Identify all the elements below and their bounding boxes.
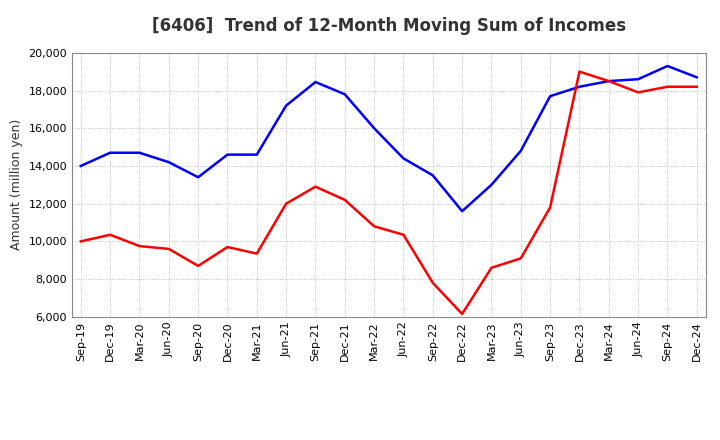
Ordinary Income <box>164 160 173 165</box>
Ordinary Income <box>370 125 379 131</box>
Net Income <box>341 197 349 202</box>
Net Income <box>516 256 525 261</box>
Ordinary Income <box>634 77 642 82</box>
Ordinary Income <box>487 182 496 187</box>
Net Income <box>546 205 554 210</box>
Ordinary Income <box>341 92 349 97</box>
Ordinary Income <box>253 152 261 157</box>
Ordinary Income <box>458 209 467 214</box>
Net Income <box>634 90 642 95</box>
Net Income <box>370 224 379 229</box>
Net Income <box>164 246 173 252</box>
Ordinary Income <box>194 175 202 180</box>
Net Income <box>194 263 202 268</box>
Net Income <box>282 201 290 206</box>
Net Income <box>428 280 437 286</box>
Ordinary Income <box>76 163 85 169</box>
Net Income <box>253 251 261 256</box>
Line: Ordinary Income: Ordinary Income <box>81 66 697 211</box>
Ordinary Income <box>311 79 320 84</box>
Net Income <box>76 239 85 244</box>
Ordinary Income <box>223 152 232 157</box>
Ordinary Income <box>575 84 584 89</box>
Net Income <box>311 184 320 189</box>
Ordinary Income <box>516 148 525 154</box>
Line: Net Income: Net Income <box>81 72 697 314</box>
Net Income <box>575 69 584 74</box>
Net Income <box>399 232 408 238</box>
Net Income <box>458 312 467 317</box>
Ordinary Income <box>428 173 437 178</box>
Ordinary Income <box>399 156 408 161</box>
Text: [6406]  Trend of 12-Month Moving Sum of Incomes: [6406] Trend of 12-Month Moving Sum of I… <box>152 18 626 35</box>
Ordinary Income <box>693 75 701 80</box>
Net Income <box>106 232 114 238</box>
Net Income <box>487 265 496 271</box>
Ordinary Income <box>605 78 613 84</box>
Ordinary Income <box>663 63 672 69</box>
Ordinary Income <box>106 150 114 155</box>
Net Income <box>605 78 613 84</box>
Net Income <box>223 244 232 249</box>
Net Income <box>135 243 144 249</box>
Ordinary Income <box>135 150 144 155</box>
Net Income <box>693 84 701 89</box>
Y-axis label: Amount (million yen): Amount (million yen) <box>10 119 23 250</box>
Net Income <box>663 84 672 89</box>
Ordinary Income <box>282 103 290 108</box>
Ordinary Income <box>546 94 554 99</box>
